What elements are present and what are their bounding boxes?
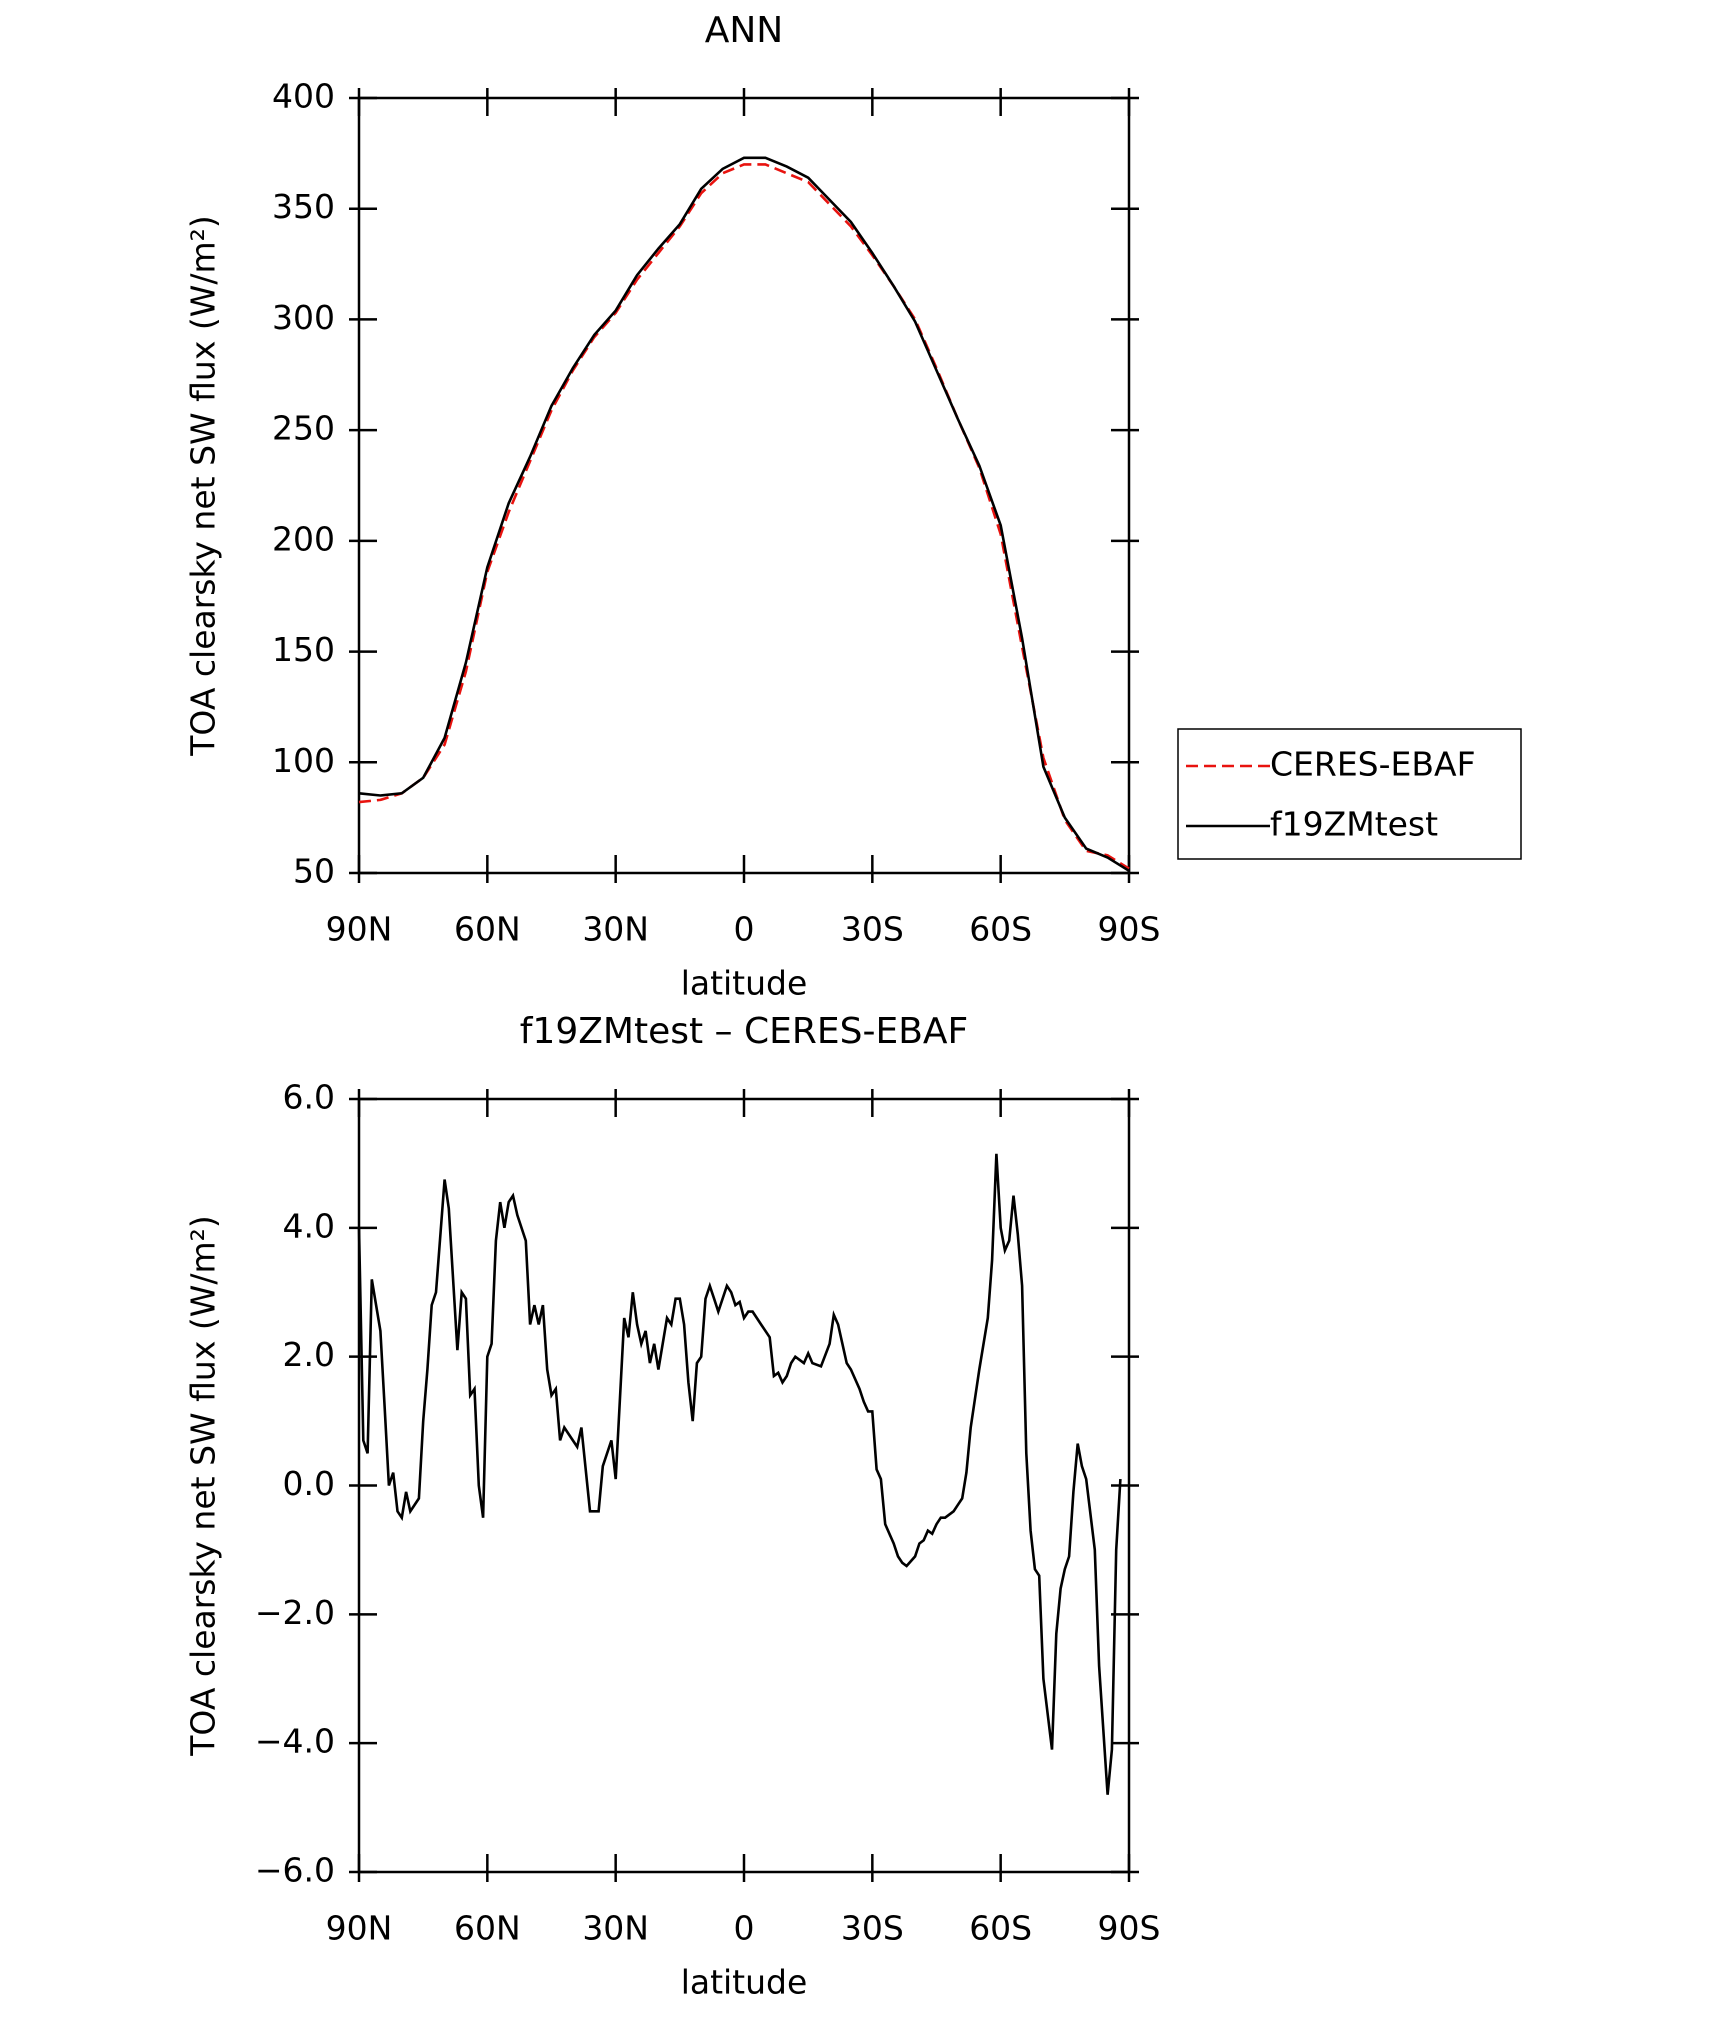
plot-frame [357,1097,1131,1874]
x-tick-label: 30S [841,910,904,949]
x-tick-label: 90N [326,910,393,949]
x-tick-label: 30S [841,1909,904,1948]
y-tick-label: 50 [293,852,335,891]
x-tick-label: 90S [1098,910,1161,949]
chart-title: f19ZMtest – CERES-EBAF [520,1011,969,1052]
x-tick-label: 90N [326,1909,393,1948]
legend-label: f19ZMtest [1270,805,1438,844]
x-tick-label: 0 [734,1909,755,1948]
y-tick-label: 200 [272,519,335,558]
data-line [358,156,1130,872]
x-axis-label: latitude [681,964,808,1003]
x-tick-label: 30N [582,1909,649,1948]
y-tick-label: −4.0 [255,1722,335,1761]
y-tick-label: 4.0 [283,1206,335,1245]
y-tick-label: 400 [272,77,335,116]
legend-box [1177,728,1522,860]
x-tick-label: 90S [1098,1909,1161,1948]
y-tick-label: −2.0 [255,1593,335,1632]
y-tick-label: 100 [272,741,335,780]
x-tick-label: 60N [454,1909,521,1948]
y-tick-label: 250 [272,409,335,448]
y-tick-label: 6.0 [283,1078,335,1117]
legend-label: CERES-EBAF [1270,745,1476,784]
y-tick-label: −6.0 [255,1851,335,1890]
y-tick-label: 150 [272,630,335,669]
x-tick-label: 0 [734,910,755,949]
data-line [358,163,1130,870]
y-tick-label: 350 [272,187,335,226]
y-tick-label: 300 [272,298,335,337]
data-line [357,1153,1122,1795]
x-tick-label: 60S [969,1909,1032,1948]
plot-frame [357,96,1131,875]
x-tick-label: 60N [454,910,521,949]
x-tick-label: 60S [969,910,1032,949]
chart-title: ANN [705,10,784,51]
y-axis-label: TOA clearsky net SW flux (W/m²) [184,1215,223,1756]
x-tick-label: 30N [582,910,649,949]
y-tick-label: 2.0 [283,1335,335,1374]
y-tick-label: 0.0 [283,1464,335,1503]
y-axis-label: TOA clearsky net SW flux (W/m²) [184,215,223,756]
x-axis-label: latitude [681,1963,808,2002]
